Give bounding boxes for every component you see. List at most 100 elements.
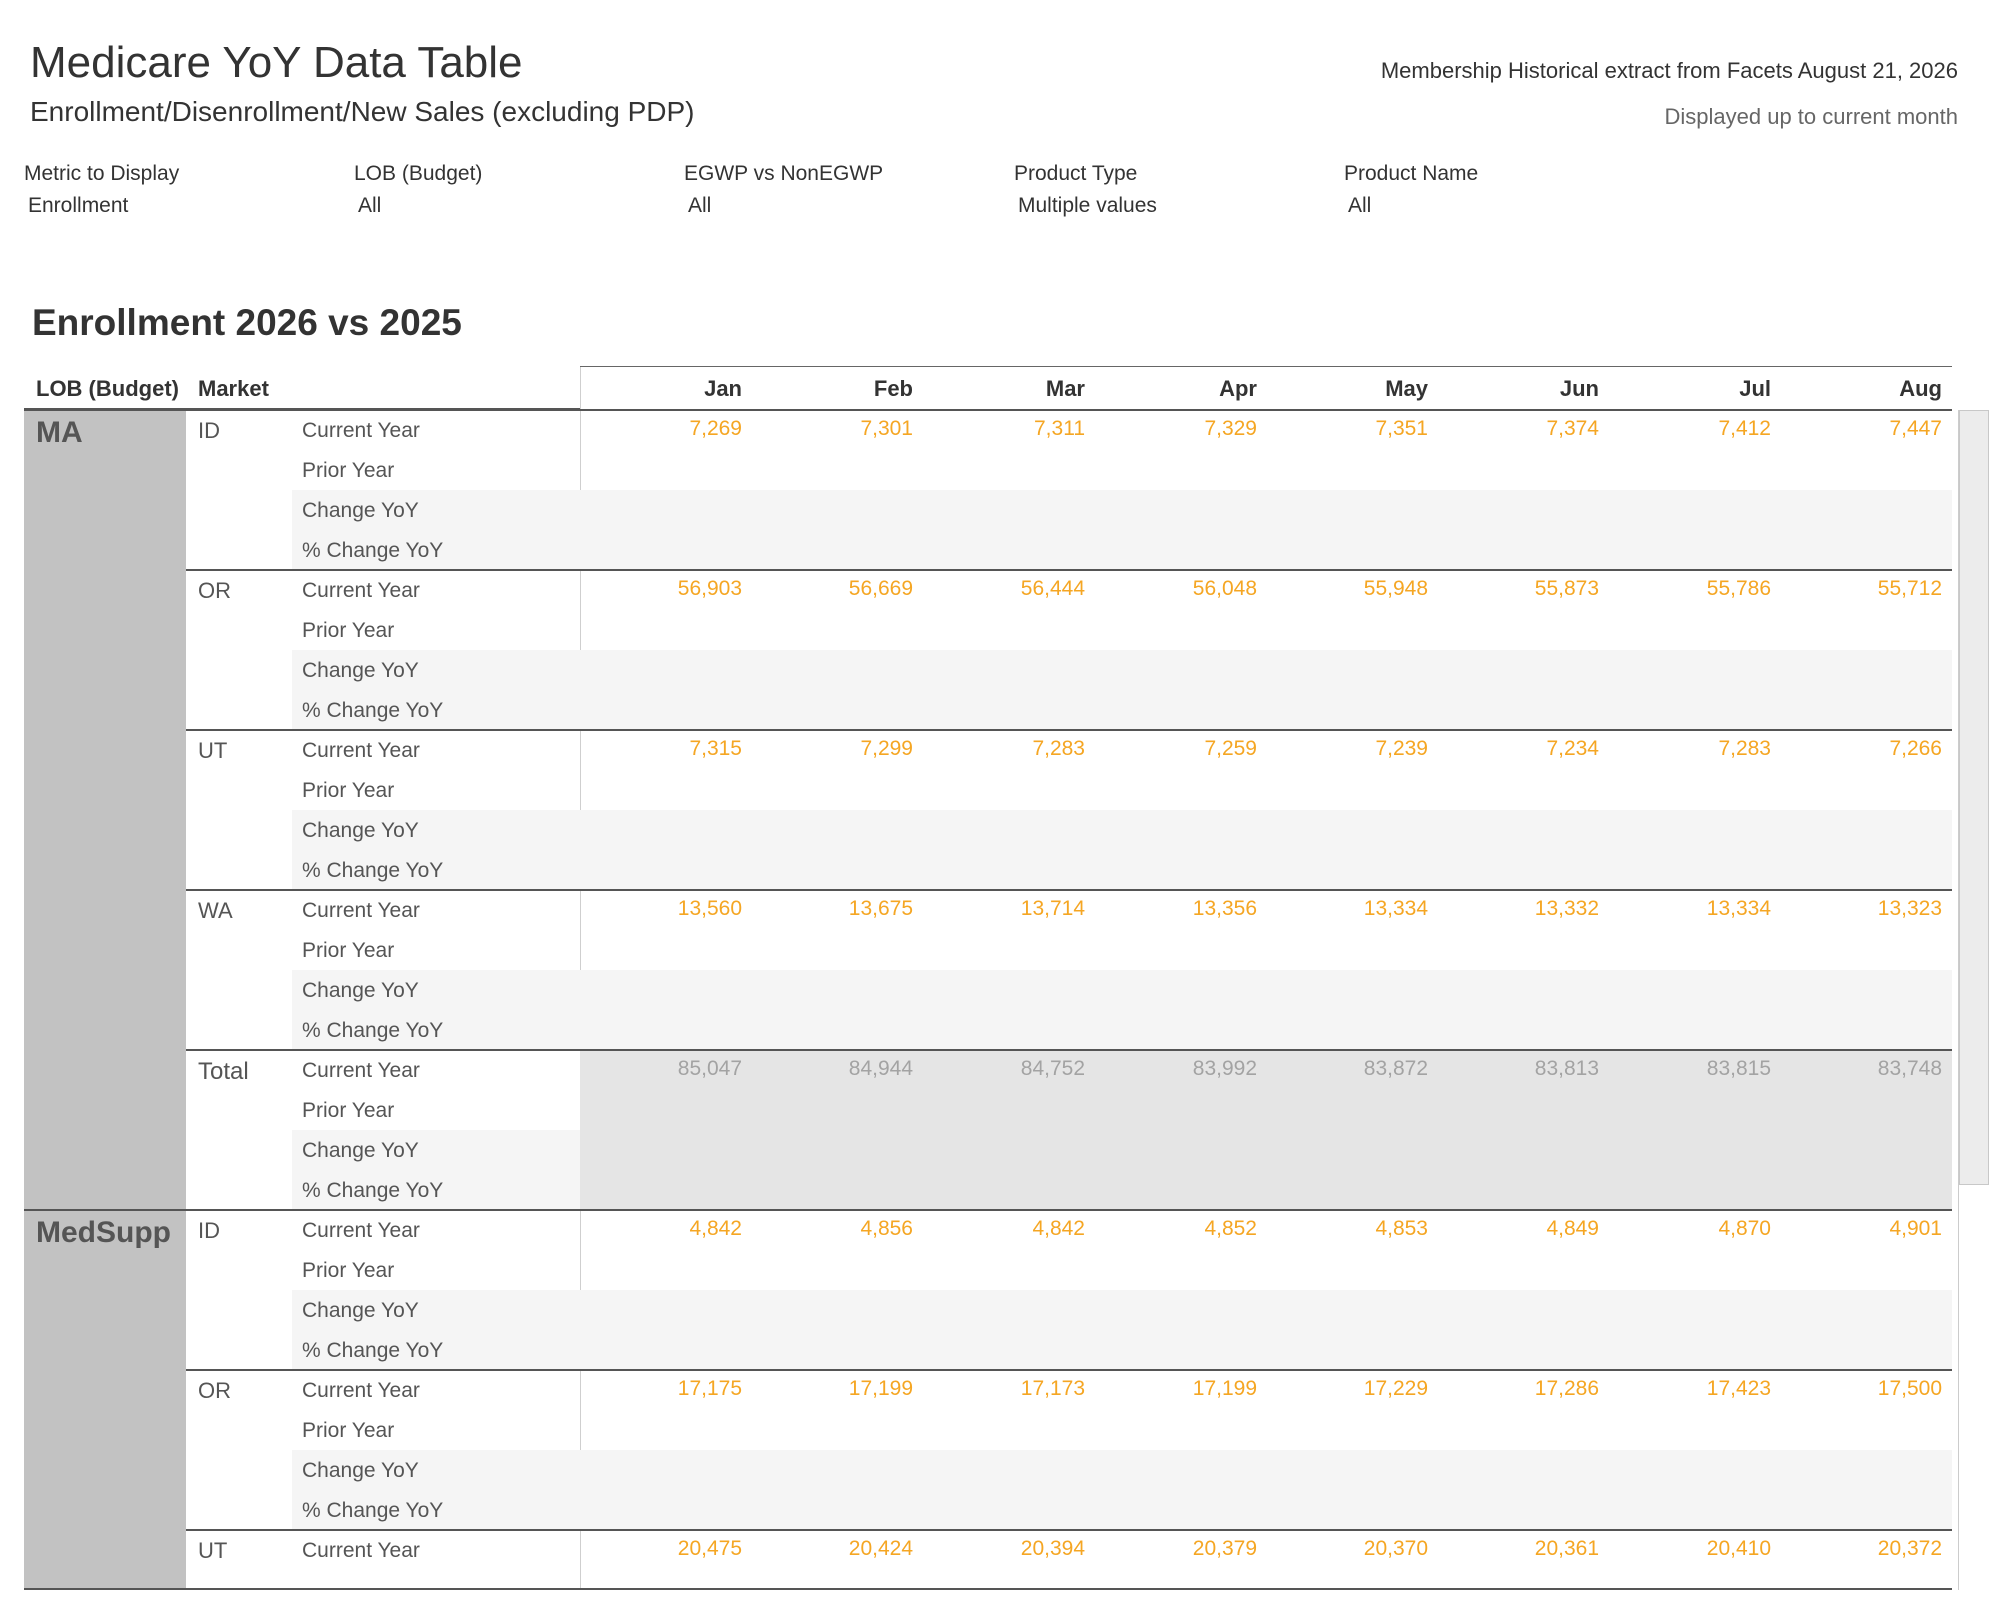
- current-year-value-jan[interactable]: 4,842: [689, 1217, 742, 1240]
- current-year-value-may[interactable]: 13,334: [1363, 897, 1428, 920]
- column-header-mar[interactable]: Mar: [1045, 376, 1085, 401]
- filter-lob-budget[interactable]: LOB (Budget) All: [354, 162, 654, 218]
- current-year-value-jan[interactable]: 13,560: [677, 897, 742, 920]
- current-year-value-apr[interactable]: 83,992: [1192, 1057, 1257, 1080]
- filter-product-name[interactable]: Product Name All: [1344, 162, 1644, 218]
- market-label-id: ID: [198, 1218, 220, 1243]
- current-year-value-apr[interactable]: 4,852: [1204, 1217, 1257, 1240]
- current-year-value-aug[interactable]: 7,266: [1889, 737, 1942, 760]
- current-year-value-jul[interactable]: 4,870: [1718, 1217, 1771, 1240]
- current-year-value-aug[interactable]: 83,748: [1877, 1057, 1942, 1080]
- current-year-value-feb[interactable]: 7,299: [860, 737, 913, 760]
- current-year-value-feb[interactable]: 17,199: [848, 1377, 913, 1400]
- current-year-value-jun[interactable]: 55,873: [1534, 577, 1599, 600]
- current-year-value-feb[interactable]: 56,669: [848, 577, 913, 600]
- column-header-market[interactable]: Market: [198, 376, 269, 401]
- current-year-value-may[interactable]: 83,872: [1363, 1057, 1428, 1080]
- current-year-value-jul[interactable]: 13,334: [1706, 897, 1771, 920]
- column-header-jun[interactable]: Jun: [1559, 376, 1599, 401]
- current-year-value-may[interactable]: 17,229: [1363, 1377, 1428, 1400]
- row-label: Change YoY: [302, 979, 419, 1002]
- current-year-value-feb[interactable]: 13,675: [848, 897, 913, 920]
- current-year-value-mar[interactable]: 7,311: [1034, 417, 1085, 440]
- column-header-may[interactable]: May: [1385, 376, 1428, 401]
- current-year-value-mar[interactable]: 7,283: [1032, 737, 1085, 760]
- displayed-note: Displayed up to current month: [1664, 104, 1959, 129]
- row-label: Prior Year: [302, 779, 395, 802]
- current-year-value-jun[interactable]: 20,361: [1534, 1537, 1599, 1560]
- current-year-value-jan[interactable]: 17,175: [677, 1377, 742, 1400]
- column-header-feb[interactable]: Feb: [873, 376, 913, 401]
- current-year-value-may[interactable]: 7,351: [1375, 417, 1428, 440]
- current-year-value-jul[interactable]: 17,423: [1706, 1377, 1771, 1400]
- current-year-value-feb[interactable]: 7,301: [860, 417, 913, 440]
- page-title: Medicare YoY Data Table: [30, 38, 523, 87]
- current-year-value-jul[interactable]: 20,410: [1706, 1537, 1771, 1560]
- column-header-aug[interactable]: Aug: [1899, 376, 1942, 401]
- current-year-value-apr[interactable]: 20,379: [1192, 1537, 1257, 1560]
- scrollbar-thumb[interactable]: [1959, 410, 1989, 1185]
- current-year-value-feb[interactable]: 20,424: [848, 1537, 913, 1560]
- current-year-value-may[interactable]: 7,239: [1375, 737, 1428, 760]
- row-label: Current Year: [302, 1219, 420, 1242]
- current-year-value-jan[interactable]: 7,269: [689, 417, 742, 440]
- current-year-value-jun[interactable]: 7,374: [1546, 417, 1599, 440]
- current-year-value-aug[interactable]: 55,712: [1877, 577, 1942, 600]
- column-header-lob[interactable]: LOB (Budget): [36, 376, 179, 401]
- current-year-value-aug[interactable]: 17,500: [1877, 1377, 1942, 1400]
- market-separator: [186, 729, 1952, 731]
- current-year-value-feb[interactable]: 84,944: [848, 1057, 913, 1080]
- filter-product-type[interactable]: Product Type Multiple values: [1014, 162, 1314, 218]
- current-year-value-aug[interactable]: 13,323: [1877, 897, 1942, 920]
- current-year-value-jul[interactable]: 55,786: [1706, 577, 1771, 600]
- current-year-value-apr[interactable]: 17,199: [1192, 1377, 1257, 1400]
- current-year-value-aug[interactable]: 20,372: [1877, 1537, 1942, 1560]
- current-year-value-jan[interactable]: 85,047: [677, 1057, 742, 1080]
- current-year-value-aug[interactable]: 4,901: [1889, 1217, 1942, 1240]
- current-year-value-aug[interactable]: 7,447: [1889, 417, 1942, 440]
- market-label-ut: UT: [198, 1538, 228, 1563]
- row-label: Prior Year: [302, 1419, 395, 1442]
- current-year-value-feb[interactable]: 4,856: [860, 1217, 913, 1240]
- current-year-value-mar[interactable]: 17,173: [1020, 1377, 1085, 1400]
- filter-value[interactable]: All: [1348, 194, 1372, 217]
- market-separator: [186, 889, 1952, 891]
- column-header-jan[interactable]: Jan: [704, 376, 742, 401]
- market-label-total: Total: [198, 1058, 249, 1085]
- filter-metric-to-display[interactable]: Metric to Display Enrollment: [24, 162, 324, 218]
- filter-value[interactable]: All: [358, 194, 382, 217]
- filter-egwp-vs-nonegwp[interactable]: EGWP vs NonEGWP All: [684, 162, 984, 218]
- current-year-value-apr[interactable]: 7,329: [1204, 417, 1257, 440]
- row-label: Current Year: [302, 1379, 420, 1402]
- current-year-value-jun[interactable]: 7,234: [1546, 737, 1599, 760]
- current-year-value-jul[interactable]: 7,412: [1718, 417, 1771, 440]
- current-year-value-jun[interactable]: 4,849: [1546, 1217, 1599, 1240]
- current-year-value-may[interactable]: 4,853: [1375, 1217, 1428, 1240]
- filter-value[interactable]: All: [688, 194, 712, 217]
- column-header-jul[interactable]: Jul: [1739, 376, 1771, 401]
- current-year-value-may[interactable]: 55,948: [1363, 577, 1428, 600]
- current-year-value-jun[interactable]: 83,813: [1534, 1057, 1599, 1080]
- current-year-value-jan[interactable]: 7,315: [689, 737, 742, 760]
- current-year-value-apr[interactable]: 56,048: [1192, 577, 1257, 600]
- current-year-value-jul[interactable]: 7,283: [1718, 737, 1771, 760]
- current-year-value-jan[interactable]: 20,475: [677, 1537, 742, 1560]
- column-header-apr[interactable]: Apr: [1219, 376, 1257, 401]
- current-year-value-may[interactable]: 20,370: [1363, 1537, 1428, 1560]
- current-year-value-mar[interactable]: 13,714: [1020, 897, 1085, 920]
- current-year-value-apr[interactable]: 7,259: [1204, 737, 1257, 760]
- current-year-value-mar[interactable]: 20,394: [1020, 1537, 1085, 1560]
- current-year-value-mar[interactable]: 4,842: [1032, 1217, 1085, 1240]
- current-year-value-mar[interactable]: 84,752: [1020, 1057, 1085, 1080]
- current-year-value-jun[interactable]: 17,286: [1534, 1377, 1599, 1400]
- lob-band-ma: MA: [24, 410, 186, 1210]
- current-year-value-jul[interactable]: 83,815: [1706, 1057, 1771, 1080]
- current-year-value-jan[interactable]: 56,903: [677, 577, 742, 600]
- extract-note: Membership Historical extract from Facet…: [1380, 58, 1958, 83]
- current-year-value-apr[interactable]: 13,356: [1192, 897, 1257, 920]
- current-year-value-jun[interactable]: 13,332: [1534, 897, 1599, 920]
- current-year-value-mar[interactable]: 56,444: [1020, 577, 1085, 600]
- filter-value[interactable]: Multiple values: [1018, 194, 1157, 217]
- row-label: Current Year: [302, 1059, 420, 1082]
- filter-value[interactable]: Enrollment: [28, 194, 129, 217]
